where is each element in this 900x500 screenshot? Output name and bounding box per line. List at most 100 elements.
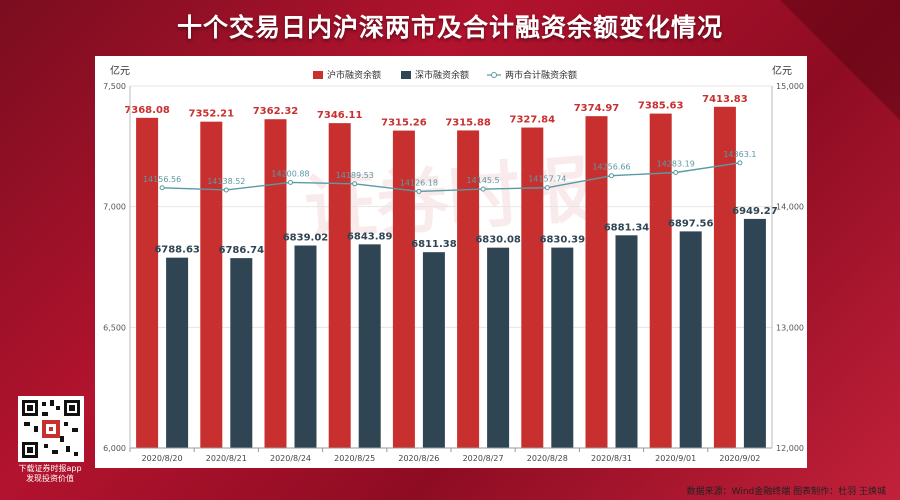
total-point-label: 14157.74	[528, 175, 566, 184]
bar-sh	[328, 123, 351, 448]
total-point	[737, 160, 743, 166]
series-sz-bars: 6788.63 6786.74 6839.02 6843.89 6811.38 6830.…	[154, 206, 778, 448]
qr-caption-line1: 下载证券时报app	[18, 464, 82, 473]
bar-sh	[585, 116, 608, 449]
x-tick-label: 2020/9/02	[719, 454, 760, 463]
bar-sz	[422, 252, 445, 448]
total-line	[162, 162, 741, 193]
total-point-label: 14156.56	[143, 175, 181, 184]
page-title: 十个交易日内沪深两市及合计融资余额变化情况	[176, 13, 723, 42]
series-sh-bars: 7368.08 7352.21 7362.32 7346.11 7315.26 7315.…	[124, 94, 748, 449]
bar-sz-label: 6830.08	[475, 235, 521, 246]
data-source: 数据来源：Wind金融终端 图表制作：杜羽 王焕城	[686, 487, 886, 497]
bar-sz-label: 6839.02	[283, 233, 329, 244]
total-point	[416, 188, 422, 194]
total-point	[159, 185, 165, 191]
bar-sh-label: 7385.63	[638, 101, 684, 112]
bar-sz-label: 6881.34	[604, 222, 650, 233]
bar-sh	[264, 119, 287, 448]
bar-sh	[521, 127, 544, 448]
x-tick-label: 2020/8/20	[142, 454, 183, 463]
qr-caption-line2: 发现投资价值	[26, 474, 74, 483]
bar-sz	[679, 231, 702, 448]
bar-sh	[136, 117, 159, 448]
chart: 证券时报 7368.08 7352.21 7362.32 7346.117315.26…	[103, 64, 804, 463]
bar-sz	[743, 218, 766, 448]
grid	[130, 85, 772, 449]
total-point	[352, 181, 358, 187]
bar-sz	[230, 258, 253, 448]
total-point-label: 14363.1	[723, 150, 756, 159]
x-tick-label: 2020/8/24	[270, 454, 311, 463]
bar-sz-label: 6897.56	[668, 218, 714, 229]
legend-swatch-sz	[401, 71, 411, 79]
x-tick-label: 2020/8/28	[527, 454, 568, 463]
y-right-tick-label: 12,000	[776, 444, 804, 453]
bar-sz-label: 6786.74	[219, 245, 265, 256]
bar-sh-label: 7346.11	[317, 110, 363, 121]
bar-sh	[713, 106, 736, 449]
total-point-label: 14200.88	[271, 169, 309, 178]
legend-label-sz: 深市融资余额	[415, 69, 469, 81]
total-point	[609, 173, 614, 179]
bar-sh	[200, 121, 223, 448]
x-tick-label: 2020/8/26	[398, 454, 439, 463]
qr-code	[18, 396, 84, 462]
y-left-tick-label: 6,500	[103, 323, 126, 332]
total-point-label: 14138.52	[207, 177, 245, 186]
bar-sz-label: 6949.27	[732, 206, 778, 217]
bar-sh-label: 7413.83	[702, 94, 748, 105]
x-tick-label: 2020/8/25	[334, 454, 375, 463]
total-point-label: 14256.66	[592, 163, 630, 172]
legend-label-total: 两市合计融资余额	[505, 69, 577, 81]
y-right-tick-label: 15,000	[776, 82, 804, 91]
y-right-tick-label: 13,000	[776, 323, 804, 332]
series-total-line: 14156.56 14138.52 14200.88 14189.53 14126.18…	[143, 150, 756, 194]
bar-sz	[294, 245, 317, 448]
bar-sz-label: 6843.89	[347, 231, 393, 242]
bar-sz	[615, 235, 638, 448]
qr-code-icon	[20, 398, 82, 460]
bar-sz	[551, 247, 574, 448]
axes: 6,000 6,500 7,000 7,500 12,000 13,000 14,000 15…	[103, 64, 804, 463]
bar-sz-label: 6788.63	[154, 245, 200, 256]
total-point-label: 14126.18	[400, 178, 438, 187]
bar-sh-label: 7362.32	[253, 106, 299, 117]
legend-marker-total	[491, 72, 497, 78]
total-point	[673, 169, 679, 175]
qr-caption: 下载证券时报app 发现投资价值	[6, 464, 94, 484]
y-left-tick-label: 6,000	[103, 444, 126, 453]
x-tick-label: 2020/8/31	[591, 454, 632, 463]
total-point	[544, 185, 550, 191]
bar-sh-label: 7374.97	[574, 103, 620, 114]
bar-sz-label: 6830.39	[540, 235, 586, 246]
total-point-label: 14145.5	[467, 176, 500, 185]
y-left-axis-label: 亿元	[110, 64, 130, 77]
bar-sh-label: 7315.88	[445, 117, 491, 128]
total-point-label: 14283.19	[657, 159, 695, 168]
y-left-tick-label: 7,000	[103, 203, 126, 212]
bar-sh	[457, 130, 480, 448]
total-point	[223, 187, 229, 193]
bar-sz-label: 6811.38	[411, 239, 457, 250]
bar-sz	[487, 247, 510, 448]
legend-label-sh: 沪市融资余额	[327, 69, 381, 81]
bar-sh-label: 7327.84	[510, 115, 556, 126]
x-tick-label: 2020/8/27	[463, 454, 504, 463]
bar-sh	[649, 113, 672, 448]
bar-sh-label: 7315.26	[381, 118, 427, 129]
legend[interactable]: 沪市融资余额 深市融资余额 两市合计融资余额	[313, 69, 577, 81]
bar-sh-label: 7352.21	[189, 109, 235, 120]
bar-sz	[166, 257, 189, 448]
x-tick-label: 2020/8/21	[206, 454, 247, 463]
total-point	[288, 179, 293, 185]
bar-sz	[358, 244, 381, 448]
y-right-axis-label: 亿元	[772, 64, 792, 77]
y-left-tick-label: 7,500	[103, 82, 126, 91]
total-point-label: 14189.53	[336, 171, 374, 180]
x-tick-label: 2020/9/01	[655, 454, 696, 463]
legend-swatch-sh	[313, 71, 323, 79]
bar-sh	[392, 130, 415, 448]
bar-sh-label: 7368.08	[124, 105, 170, 116]
y-right-tick-label: 14,000	[776, 203, 804, 212]
